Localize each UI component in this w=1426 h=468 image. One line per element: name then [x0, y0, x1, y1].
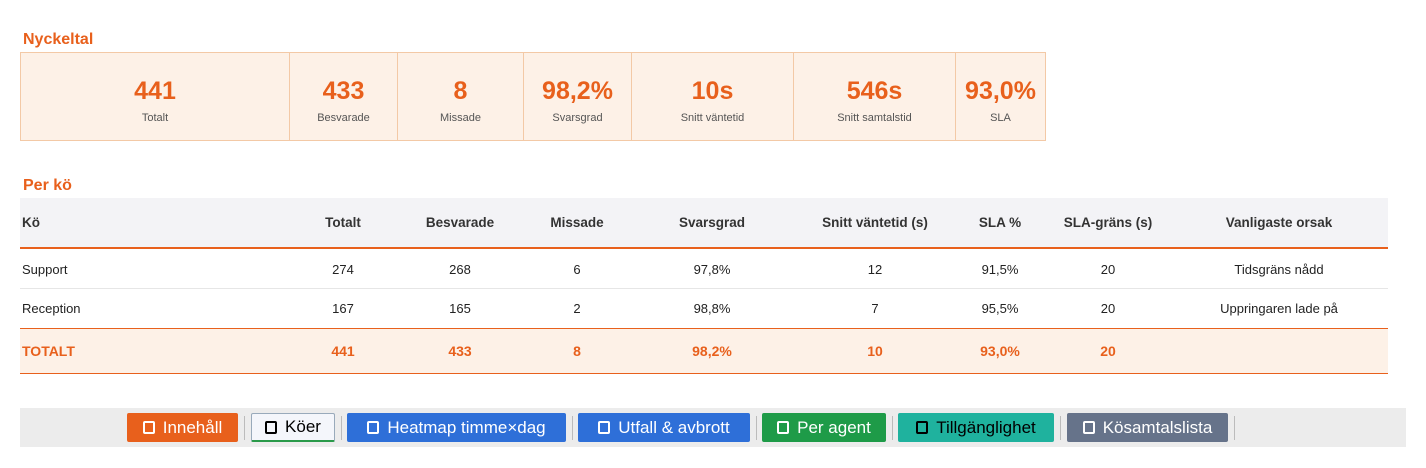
- table-header-bg: [20, 198, 1388, 249]
- tab[interactable]: Per agent: [762, 413, 886, 442]
- kpi-label: SLA: [990, 112, 1011, 124]
- tab-label: Heatmap timme×dag: [387, 417, 546, 437]
- table-cell: 98,8%: [693, 301, 731, 316]
- tab[interactable]: Kösamtalslista: [1067, 413, 1228, 442]
- tab-icon: [598, 421, 611, 434]
- total-cell: 93,0%: [980, 343, 1020, 359]
- table-cell: 7: [871, 301, 879, 316]
- tab[interactable]: Köer: [251, 413, 335, 442]
- kpi-value: 441: [134, 77, 176, 105]
- column-header: SLA %: [978, 215, 1022, 230]
- column-header: Missade: [550, 215, 604, 230]
- table-cell: 97,8%: [693, 262, 731, 277]
- tab[interactable]: Tillgänglighet: [898, 413, 1054, 442]
- table-cell: Uppringaren lade på: [1220, 301, 1338, 316]
- table-cell: Support: [22, 262, 68, 277]
- kpi-card: 93,0% SLA: [955, 52, 1046, 141]
- kpi-value: 10s: [691, 77, 734, 105]
- kpi-card: 10s Snitt väntetid: [631, 52, 794, 141]
- total-cell: 441: [331, 343, 355, 359]
- tab-icon: [916, 421, 929, 434]
- kpi-card: 98,2% Svarsgrad: [523, 52, 632, 141]
- column-header: Vanligaste orsak: [1225, 215, 1333, 230]
- kpi-label: Svarsgrad: [552, 112, 603, 124]
- total-cell: 20: [1100, 343, 1116, 359]
- tab-icon: [142, 421, 155, 434]
- kpi-card: 8 Missade: [397, 52, 524, 141]
- column-header: Snitt väntetid (s): [822, 215, 928, 230]
- tab-icon: [777, 421, 790, 434]
- kpi-label: Snitt väntetid: [680, 112, 745, 124]
- kpi-label: Missade: [440, 112, 481, 124]
- kpi-card: 433 Besvarade: [289, 52, 398, 141]
- total-cell: 98,2%: [692, 343, 732, 359]
- tab-separator: [1234, 416, 1235, 440]
- tab-label: Tillgänglighet: [936, 417, 1036, 437]
- kpi-label: Besvarade: [317, 112, 370, 124]
- total-row-bg: [20, 328, 1388, 374]
- total-cell: 10: [867, 343, 883, 359]
- table-cell: 12: [867, 262, 883, 277]
- tab-separator: [572, 416, 573, 440]
- table-cell: 2: [573, 301, 581, 316]
- tab-separator: [1060, 416, 1061, 440]
- kpi-card: 546s Snitt samtalstid: [793, 52, 956, 141]
- total-cell: 8: [573, 343, 581, 359]
- tab-separator: [892, 416, 893, 440]
- table-cell: 95,5%: [981, 301, 1019, 316]
- kpi-value: 93,0%: [965, 77, 1036, 105]
- kpi-value: 546s: [846, 77, 903, 105]
- kpi-value: 8: [453, 77, 468, 105]
- tab[interactable]: Utfall & avbrott: [578, 413, 750, 442]
- total-cell: 433: [448, 343, 472, 359]
- row-divider: [20, 288, 1388, 289]
- tab-label: Utfall & avbrott: [618, 417, 730, 437]
- kpi-value: 98,2%: [542, 77, 613, 105]
- tab-label: Innehåll: [162, 417, 223, 437]
- tab-label: Per agent: [797, 417, 871, 437]
- tab[interactable]: Innehåll: [127, 413, 238, 442]
- table-cell: Reception: [22, 301, 81, 316]
- kpi-label: Totalt: [141, 112, 169, 124]
- tab-icon: [265, 420, 278, 434]
- tab[interactable]: Heatmap timme×dag: [347, 413, 566, 442]
- table-cell: 6: [573, 262, 581, 277]
- column-header: SLA-gräns (s): [1063, 215, 1153, 230]
- column-header: Svarsgrad: [678, 215, 746, 230]
- kpi-value: 433: [322, 77, 365, 105]
- kpi-label: Snitt samtalstid: [837, 112, 912, 124]
- tab-icon: [367, 421, 380, 434]
- table-cell: 91,5%: [981, 262, 1019, 277]
- tab-icon: [1082, 421, 1095, 434]
- tab-label: Köer: [285, 417, 321, 436]
- section-title: Per kö: [23, 177, 72, 194]
- tab-separator: [756, 416, 757, 440]
- table-cell: 165: [449, 301, 471, 316]
- tab-separator: [341, 416, 342, 440]
- table-cell: 167: [332, 301, 354, 316]
- table-cell: Tidsgräns nådd: [1234, 262, 1324, 277]
- tab-separator: [244, 416, 245, 440]
- table-cell: 20: [1100, 262, 1116, 277]
- column-header: Kö: [22, 215, 40, 230]
- table-cell: 268: [449, 262, 471, 277]
- table-cell: 20: [1100, 301, 1116, 316]
- kpi-card: 441 Totalt: [20, 52, 290, 141]
- total-cell: TOTALT: [22, 343, 75, 359]
- section-title: Nyckeltal: [23, 31, 94, 48]
- column-header: Besvarade: [425, 215, 495, 230]
- column-header: Totalt: [325, 215, 361, 230]
- table-cell: 274: [332, 262, 354, 277]
- tab-label: Kösamtalslista: [1102, 417, 1213, 437]
